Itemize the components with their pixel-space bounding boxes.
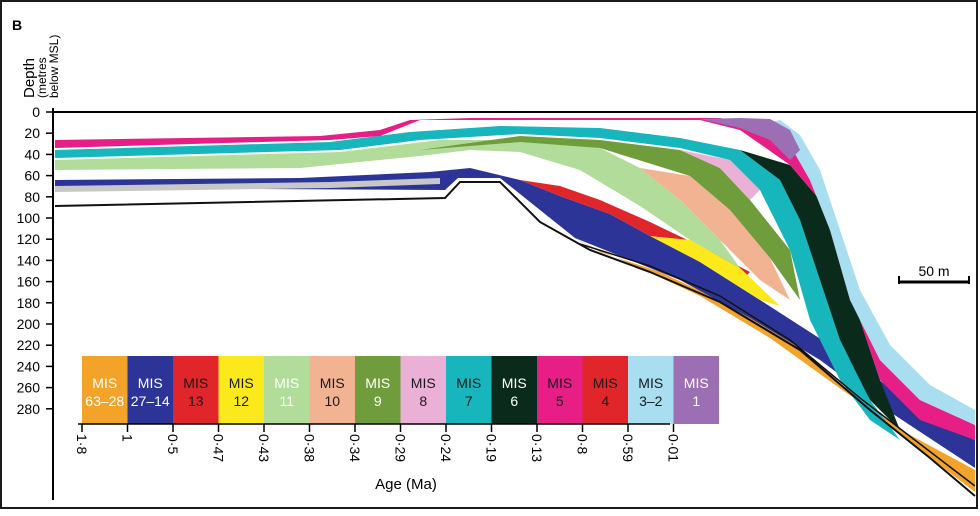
age-tick-label: 0·34 [347,434,363,462]
age-tick-label: 0·38 [302,434,318,462]
depth-axis-subtitle: (metres [35,57,49,98]
depth-tick-label: 20 [24,125,40,141]
legend-label-line1: MIS [684,375,709,391]
age-tick-label: 0·19 [484,434,500,462]
depth-axis-title-main: Depth [21,58,38,98]
legend-label-line1: MIS [320,375,345,391]
legend-label-line2: 4 [601,393,609,409]
legend-label-line1: MIS [456,375,481,391]
age-tick-label: 0·29 [393,434,409,462]
legend-label-line1: MIS [502,375,527,391]
depth-tick-label: 260 [17,380,41,396]
legend-label-line2: 8 [419,393,427,409]
panel-label: B [12,17,22,33]
legend-label-line2: 27–14 [131,393,170,409]
legend-swatch [446,356,492,424]
legend-label-line2: 10 [324,393,340,409]
legend-swatch [491,356,537,424]
legend-label-line1: MIS [411,375,436,391]
legend-swatch [82,356,128,424]
legend-label-line2: 1 [692,393,700,409]
depth-tick-label: 80 [24,189,40,205]
layer-mis-12 [650,236,780,306]
depth-axis-ticks: 0 20 40 60 80 100 120 140 160 180 200 220 240 260 280 [17,104,53,417]
layer-shelf-grey [55,178,440,192]
scale-bar-label: 50 m [918,263,949,279]
legend-swatch [673,356,719,424]
age-tick-label: 0·43 [256,434,272,462]
legend-swatch [173,356,219,424]
depth-tick-label: 180 [17,295,41,311]
legend-swatch [537,356,583,424]
legend-label-line1: MIS [365,375,390,391]
depth-axis-subtitle-2: below MSL) [47,35,61,98]
layer-mis-10 [640,168,790,300]
legend-swatch [355,356,401,424]
depth-tick-label: 280 [17,401,41,417]
legend-swatch [582,356,628,424]
legend-label-line2: 6 [510,393,518,409]
legend-label-line2: 9 [374,393,382,409]
age-tick-label: 0·24 [438,434,454,462]
legend-label-line2: 5 [556,393,564,409]
legend-label-line1: MIS [183,375,208,391]
legend-swatch [127,356,173,424]
legend-label-line2: 11 [279,393,294,409]
age-tick-label: 1 [120,434,136,442]
age-tick-label: 1·8 [74,434,90,454]
age-axis: 1·8 1 0·5 0·47 0·43 0·38 0·34 0·29 0·24 0·19 0·13 0… [74,423,682,462]
depth-axis-subtitle-line2: below MSL) [47,35,61,98]
depth-tick-label: 60 [24,168,40,184]
cross-section-layers [54,118,976,497]
age-tick-label: 0·47 [211,434,227,462]
layer-mis-8 [680,150,760,200]
depth-tick-label: 240 [17,358,41,374]
legend-label-line1: MIS [229,375,254,391]
legend-label-line1: MIS [638,375,663,391]
depth-tick-label: 220 [17,337,41,353]
mis-legend: MIS63–28MIS27–14MIS13MIS12MIS11MIS10MIS9… [68,356,719,424]
depth-tick-label: 100 [17,210,41,226]
depth-tick-label: 140 [17,252,41,268]
depth-axis-title: Depth [21,58,38,98]
age-tick-label: 0·01 [666,434,682,462]
scale-bar: 50 m [898,263,970,284]
age-tick-label: 0·8 [575,434,591,454]
legend-swatch [628,356,674,424]
layer-mis-1 [700,118,800,160]
basement-outline [54,181,976,497]
layer-mis-9 [420,136,800,300]
legend-label-line2: 12 [233,393,249,409]
legend-label-line2: 13 [188,393,204,409]
legend-label-line2: 3–2 [639,393,663,409]
legend-swatch [309,356,355,424]
legend-label-line2: 63–28 [85,393,124,409]
depth-axis-subtitle-line1: (metres [35,57,49,98]
legend-label-line1: MIS [138,375,163,391]
legend-label-line1: MIS [92,375,117,391]
depth-tick-label: 200 [17,316,41,332]
legend-label-line1: MIS [547,375,572,391]
depth-tick-label: 120 [17,231,41,247]
depth-tick-label: 40 [24,146,40,162]
age-tick-label: 0·5 [165,434,181,454]
legend-swatch [264,356,310,424]
legend-label-line1: MIS [593,375,618,391]
depth-tick-label: 160 [17,274,41,290]
legend-swatch [400,356,446,424]
legend-label-line2: 7 [465,393,473,409]
basement-outline-2 [579,243,976,487]
legend-swatch [218,356,264,424]
layer-mis-6 [740,150,900,430]
legend-label-line1: MIS [274,375,299,391]
depth-tick-label: 0 [32,104,40,120]
age-tick-label: 0·59 [620,434,636,462]
age-axis-title: Age (Ma) [375,476,437,493]
age-tick-label: 0·13 [529,434,545,462]
